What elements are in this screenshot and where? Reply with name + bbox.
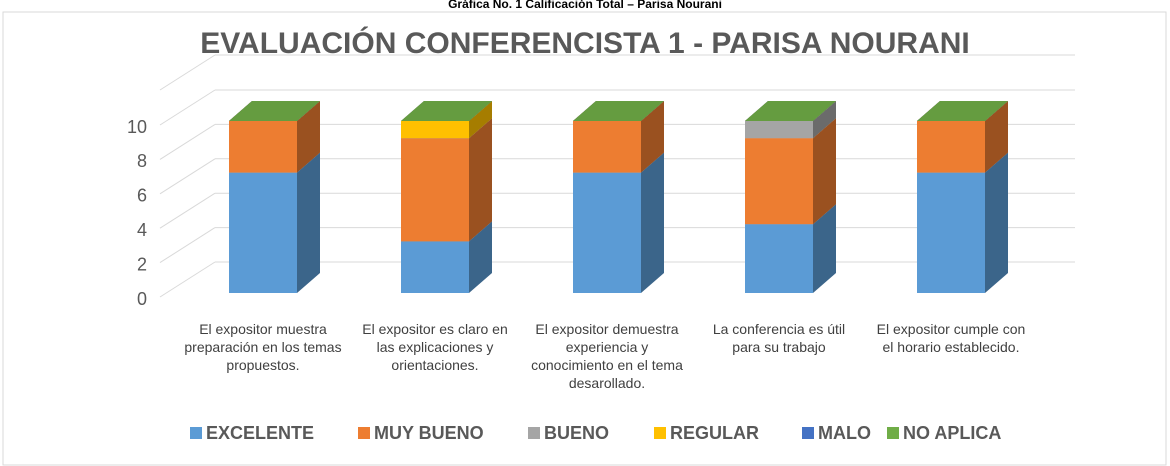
bar-side [813,118,836,225]
bar-front [229,172,297,293]
bar-front [745,138,813,225]
x-tick-label: El expositor cumple con el horario estab… [876,321,1026,355]
bar-top [229,101,320,121]
bar-segment [745,101,836,121]
bar-segment [401,101,492,121]
bar-side [469,118,492,242]
y-tick-label: 2 [137,254,147,274]
bar-side [985,101,1008,173]
grid-line [159,123,216,160]
bar-front [745,121,813,139]
grid-line [159,54,216,91]
grid-line [159,261,216,298]
legend-label: REGULAR [670,423,759,443]
y-tick-label: 10 [127,117,147,137]
bar-side [813,101,836,139]
x-tick-label: El expositor es claro en las explicacion… [362,321,508,373]
bar-side [469,101,492,139]
caption: Gráfica No. 1 Calificación Total – Paris… [448,0,722,11]
y-tick-label: 0 [137,289,147,309]
bar-segment [573,101,664,121]
bar-front [573,172,641,293]
bar-top [573,101,664,121]
bar-top [745,101,836,121]
bar-side [641,152,664,293]
chart-title: EVALUACIÓN CONFERENCISTA 1 - PARISA NOUR… [200,26,969,60]
legend-swatch [802,427,814,439]
x-tick-label: El expositor muestra preparación en los … [184,321,342,373]
bar-front [401,241,469,293]
legend-swatch [654,427,666,439]
bar-top [401,101,492,121]
bar-side [469,221,492,293]
bar-side [297,152,320,293]
legend-label: EXCELENTE [206,423,314,443]
bar-segment [573,152,664,293]
bar-side [813,204,836,293]
bar-front [745,224,813,293]
bar-front [401,121,469,139]
bar-front [917,121,985,173]
bar-side [641,101,664,173]
bar-front [401,138,469,242]
legend-label: MALO [818,423,871,443]
legend-label: MUY BUENO [374,423,484,443]
grid-line [159,89,216,126]
bar-front [229,121,297,173]
legend-swatch [528,427,540,439]
legend-swatch [190,427,202,439]
bar-segment [917,101,1008,121]
grid-line [159,192,216,229]
bar-segment [917,152,1008,293]
x-tick-label: La conferencia es útil para su trabajo [712,321,846,355]
y-tick-label: 4 [137,220,147,240]
bar-side [985,152,1008,293]
legend-label: NO APLICA [903,423,1001,443]
x-tick-label: El expositor demuestra experiencia y con… [531,321,683,391]
legend-swatch [887,427,899,439]
y-tick-label: 8 [137,151,147,171]
legend-label: BUENO [544,423,609,443]
y-tick-label: 6 [137,186,147,206]
grid-line [159,227,216,264]
legend-swatch [358,427,370,439]
bar-segment [229,101,320,121]
bar-front [917,172,985,293]
bar-segment [229,152,320,293]
bar-side [297,101,320,173]
bar-top [917,101,1008,121]
grid-line [159,158,216,195]
bar-front [573,121,641,173]
